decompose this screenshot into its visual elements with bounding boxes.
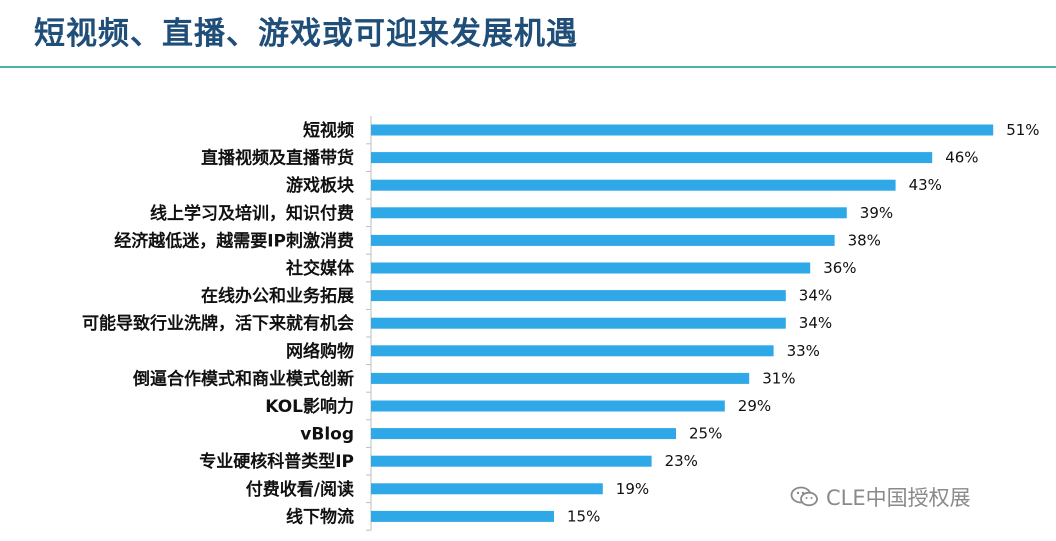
category-label: 专业硬核科普类型IP	[199, 451, 354, 472]
data-label: 51%	[1006, 121, 1039, 139]
bar	[371, 234, 835, 246]
data-label: 31%	[762, 369, 795, 387]
wechat-icon	[790, 485, 820, 509]
bar	[371, 290, 786, 302]
data-label: 15%	[567, 507, 600, 525]
bar	[371, 124, 994, 136]
data-label: 19%	[616, 480, 649, 498]
category-label: 直播视频及直播带货	[201, 148, 354, 169]
category-label: 线上学习及培训，知识付费	[150, 203, 354, 224]
bar	[371, 152, 933, 164]
category-label: 社交媒体	[285, 258, 355, 279]
data-label: 29%	[738, 397, 771, 415]
category-label: 游戏板块	[286, 175, 355, 196]
data-label: 46%	[945, 149, 978, 167]
bar	[371, 179, 896, 191]
bar	[371, 207, 847, 219]
category-label: vBlog	[300, 425, 354, 445]
data-label: 25%	[689, 425, 722, 443]
data-label: 33%	[787, 342, 820, 360]
data-label: 23%	[665, 452, 698, 470]
title-divider	[0, 66, 1056, 68]
bar	[371, 483, 603, 495]
data-label: 34%	[799, 287, 832, 305]
bar	[371, 262, 811, 274]
watermark: CLE中国授权展	[790, 482, 971, 512]
category-label: 可能导致行业洗牌，活下来就有机会	[82, 313, 354, 334]
watermark-text: CLE中国授权展	[826, 486, 971, 510]
bar	[371, 345, 774, 357]
category-label: 付费收看/阅读	[246, 479, 354, 500]
category-label: 网络购物	[286, 341, 354, 362]
bar	[371, 400, 725, 412]
bar	[371, 510, 554, 522]
category-label: 经济越低迷，越需要IP刺激消费	[114, 230, 354, 251]
bar	[371, 428, 676, 440]
bar	[371, 317, 786, 329]
data-label: 43%	[909, 176, 942, 194]
bar	[371, 455, 652, 467]
data-label: 38%	[848, 231, 881, 249]
category-label: 线下物流	[286, 506, 354, 527]
page-title: 短视频、直播、游戏或可迎来发展机遇	[34, 16, 578, 52]
category-label: 短视频	[303, 120, 354, 141]
bar	[371, 372, 750, 384]
category-label: 在线办公和业务拓展	[201, 286, 354, 307]
data-label: 36%	[823, 259, 856, 277]
data-label: 39%	[860, 204, 893, 222]
data-label: 34%	[799, 314, 832, 332]
category-label: 倒逼合作模式和商业模式创新	[132, 368, 354, 389]
category-label: KOL影响力	[265, 396, 354, 417]
